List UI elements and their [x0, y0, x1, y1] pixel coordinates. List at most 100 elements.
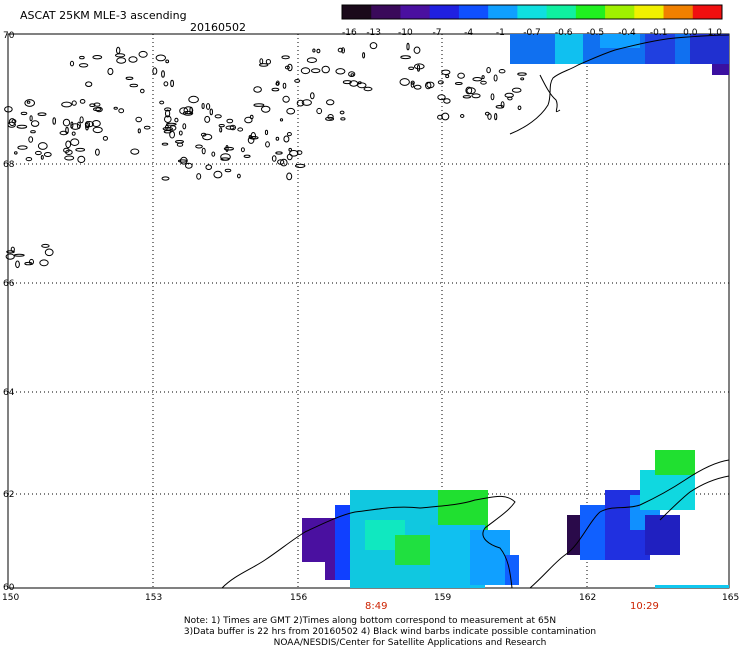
note-line-3: NOAA/NESDIS/Center for Satellite Applica…: [273, 638, 547, 648]
lake-contour: [85, 81, 93, 87]
lon-label-165: 165: [722, 593, 739, 603]
colorbar-tick-label: -4: [464, 28, 473, 38]
swath-top-right: [510, 34, 729, 75]
lake-contour: [286, 153, 293, 161]
colorbar-segment: [575, 5, 606, 19]
lake-contour: [460, 114, 465, 118]
lake-contour: [107, 67, 114, 76]
lake-contour: [253, 103, 265, 107]
colorbar-tick-label: -1: [496, 28, 505, 38]
coastline: [221, 34, 730, 589]
lake-contour: [437, 80, 444, 85]
lake-contour: [295, 163, 306, 168]
colorbar-tick-label: -0.4: [618, 28, 636, 38]
lake-contour: [310, 92, 315, 100]
lake-contour: [280, 158, 288, 167]
lake-contour: [95, 148, 100, 156]
lake-contour: [91, 120, 101, 127]
lake-contour: [350, 73, 355, 77]
lake-contour: [183, 106, 194, 115]
lake-contour: [140, 88, 145, 94]
lake-contour: [182, 123, 187, 130]
lake-contour: [188, 95, 199, 104]
lake-contour: [29, 258, 34, 265]
lake-contour: [211, 151, 216, 157]
lake-contour: [93, 107, 102, 112]
lake-contour: [265, 59, 271, 65]
lake-contour: [229, 124, 236, 131]
lake-contour: [224, 168, 232, 173]
lake-contour: [504, 92, 514, 98]
lake-contour: [115, 53, 126, 58]
lake-contour: [79, 55, 85, 60]
lake-contour: [174, 117, 179, 123]
lake-contour: [6, 250, 15, 254]
lat-label-70: 70: [3, 31, 15, 41]
lake-contour: [237, 127, 244, 132]
colorbar-segment: [517, 5, 548, 19]
lake-contour: [243, 154, 251, 159]
lake-contour: [10, 246, 15, 253]
note-line-2: 3)Data buffer is 22 hrs from 20160502 4)…: [183, 627, 597, 637]
lat-label-68: 68: [3, 160, 15, 170]
colorbar-tick-label: -16: [342, 28, 357, 38]
lake-contour: [413, 84, 422, 90]
lon-label-150: 150: [2, 593, 19, 603]
lake-contour: [8, 118, 16, 127]
lake-contour: [95, 106, 103, 113]
lake-contour: [300, 67, 311, 75]
lake-contour: [335, 68, 346, 75]
colorbar-tick-label: -13: [366, 28, 381, 38]
colorbar-tick-label: -0.7: [523, 28, 541, 38]
lake-contour: [279, 118, 284, 122]
lake-contour: [363, 86, 373, 92]
lake-contour: [495, 105, 505, 109]
lake-contour: [26, 100, 31, 104]
lake-contour: [341, 47, 346, 54]
lake-contour: [15, 260, 20, 269]
lake-contour: [244, 116, 253, 124]
lake-contour: [289, 150, 299, 157]
lake-contour: [178, 130, 183, 136]
lake-contour: [5, 253, 15, 260]
lake-contour: [472, 77, 483, 82]
colorbar-tick-label: 0.0: [683, 28, 698, 38]
lake-contour: [369, 42, 378, 50]
lake-contour: [70, 138, 80, 146]
lake-contour: [275, 136, 280, 141]
lake-contours: [4, 42, 527, 269]
lake-contour: [41, 243, 50, 248]
lake-contour: [486, 67, 491, 74]
colorbar-tick-label: -0.1: [650, 28, 668, 38]
product-date: 20160502: [190, 21, 246, 34]
lake-contour: [30, 120, 40, 127]
lake-contour: [225, 145, 229, 152]
lake-contour: [490, 93, 495, 101]
lake-contour: [362, 52, 366, 59]
lake-contour: [52, 117, 57, 125]
lake-contour: [281, 55, 290, 60]
colorbar-tick-label: -0.5: [587, 28, 605, 38]
colorbar-tick-label: 1.0: [708, 28, 723, 38]
colorbar-segment: [488, 5, 518, 19]
lake-contour: [92, 126, 103, 134]
lake-contour: [161, 176, 170, 181]
lake-contour: [43, 152, 52, 157]
lake-contour: [457, 72, 465, 79]
lake-contour: [498, 69, 506, 74]
lake-contour: [301, 99, 312, 106]
lake-contour: [129, 83, 139, 88]
lake-contour: [493, 74, 498, 82]
lake-contour: [25, 157, 33, 162]
lake-contour: [71, 100, 77, 106]
lake-contour: [282, 95, 290, 103]
lake-contour: [253, 86, 262, 93]
lake-contour: [408, 66, 415, 71]
lake-contour: [118, 108, 125, 114]
lake-contour: [152, 67, 158, 75]
lake-contour: [480, 80, 487, 85]
lake-contour: [65, 149, 73, 156]
lake-contour: [296, 150, 303, 155]
lake-contour: [89, 103, 96, 107]
